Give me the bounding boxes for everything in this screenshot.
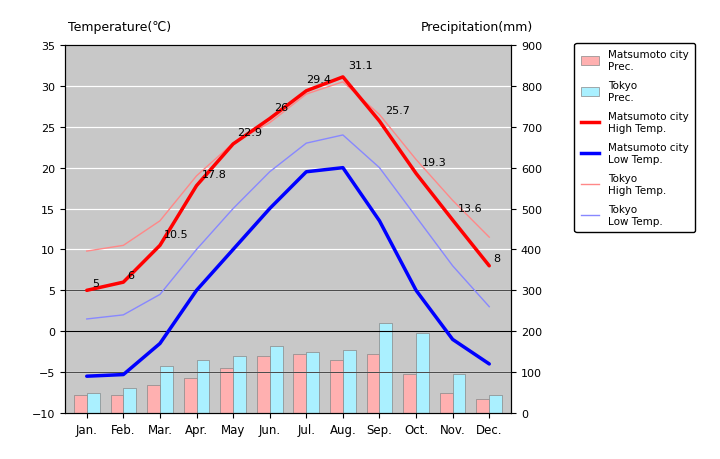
Bar: [220, 368, 233, 413]
Text: 26: 26: [274, 103, 288, 113]
Bar: [147, 386, 160, 413]
Bar: [453, 375, 465, 413]
Text: 29.4: 29.4: [306, 75, 331, 85]
Bar: [233, 356, 246, 413]
Bar: [416, 334, 429, 413]
Bar: [366, 354, 379, 413]
Text: 13.6: 13.6: [458, 204, 483, 214]
Bar: [197, 360, 210, 413]
Bar: [86, 393, 99, 413]
Bar: [379, 323, 392, 413]
Text: 8: 8: [494, 254, 501, 264]
Text: Precipitation(mm): Precipitation(mm): [421, 21, 533, 34]
Bar: [477, 399, 490, 413]
Text: 5: 5: [92, 278, 99, 288]
Bar: [111, 396, 123, 413]
Text: 22.9: 22.9: [238, 128, 263, 138]
Text: 10.5: 10.5: [164, 230, 189, 239]
Bar: [490, 395, 502, 413]
Text: 17.8: 17.8: [202, 170, 227, 180]
Text: 19.3: 19.3: [421, 157, 446, 168]
Text: 25.7: 25.7: [385, 105, 410, 115]
Bar: [184, 378, 197, 413]
Bar: [294, 354, 306, 413]
Bar: [330, 360, 343, 413]
Bar: [440, 393, 453, 413]
Text: 6: 6: [127, 270, 135, 280]
Bar: [270, 346, 282, 413]
Bar: [160, 366, 173, 413]
Bar: [74, 396, 86, 413]
Bar: [343, 350, 356, 413]
Bar: [257, 356, 270, 413]
Bar: [123, 389, 136, 413]
Bar: [306, 352, 319, 413]
Text: Temperature(℃): Temperature(℃): [68, 21, 171, 34]
Text: 31.1: 31.1: [348, 61, 373, 71]
Bar: [403, 375, 416, 413]
Legend: Matsumoto city
Prec., Tokyo
Prec., Matsumoto city
High Temp., Matsumoto city
Low: Matsumoto city Prec., Tokyo Prec., Matsu…: [575, 44, 695, 232]
